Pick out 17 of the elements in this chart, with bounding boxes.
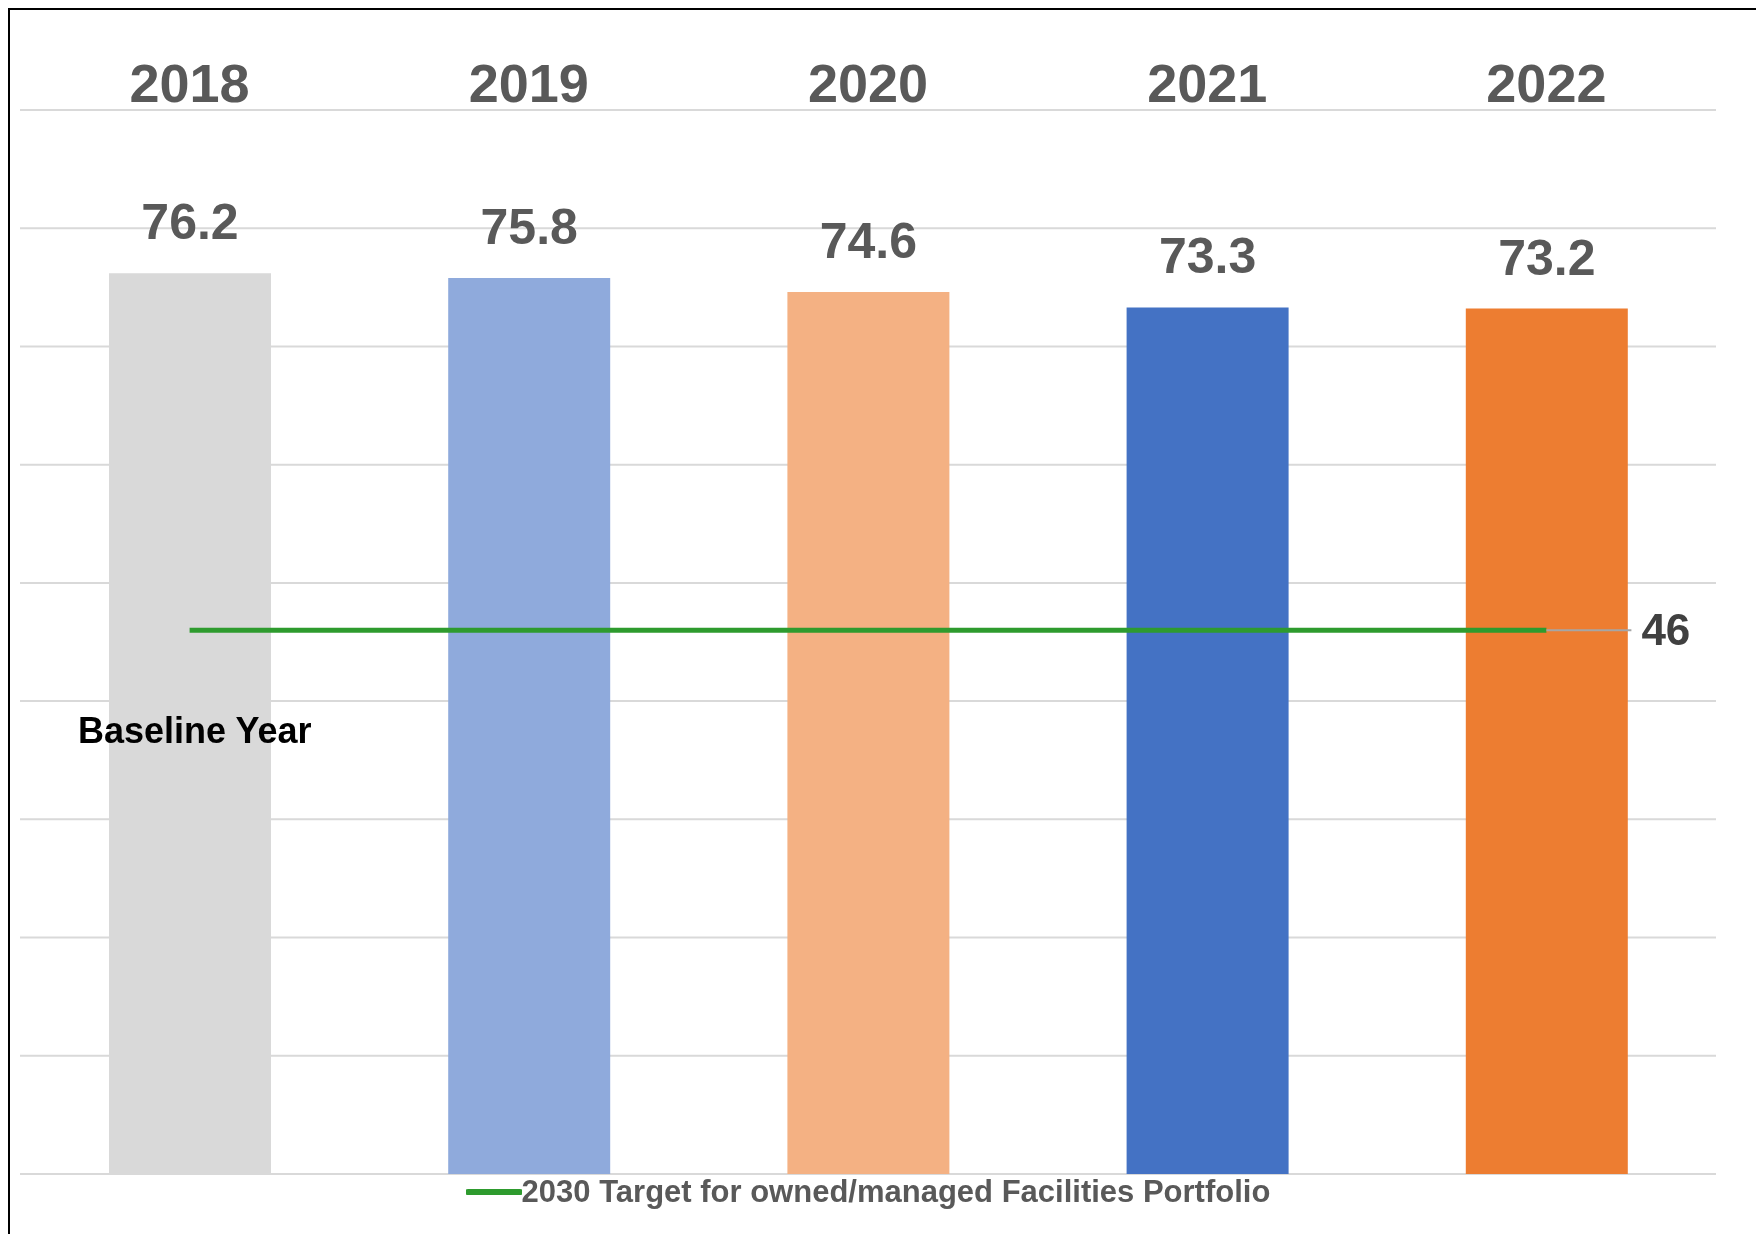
x-tick-label: 2018 — [129, 53, 250, 113]
bar — [448, 277, 611, 1174]
bar — [1465, 308, 1628, 1174]
data-label: 73.2 — [1498, 229, 1596, 286]
bar — [787, 292, 950, 1174]
data-label: 75.8 — [480, 198, 578, 255]
data-label: 73.3 — [1158, 228, 1257, 285]
x-tick-label: 2020 — [807, 53, 929, 113]
x-tick-label: 2022 — [1486, 53, 1607, 113]
note: Baseline Year — [78, 710, 312, 752]
data-label: 46 — [1641, 605, 1691, 655]
data-label: 74.6 — [819, 213, 918, 270]
data-label: 76.2 — [141, 194, 239, 251]
x-tick-label: 2019 — [468, 53, 589, 113]
bar — [1126, 307, 1289, 1174]
x-tick-label: 2021 — [1147, 53, 1268, 113]
legend-label: 2030 Target for owned/managed Facilities Portfolio — [521, 1174, 1271, 1210]
